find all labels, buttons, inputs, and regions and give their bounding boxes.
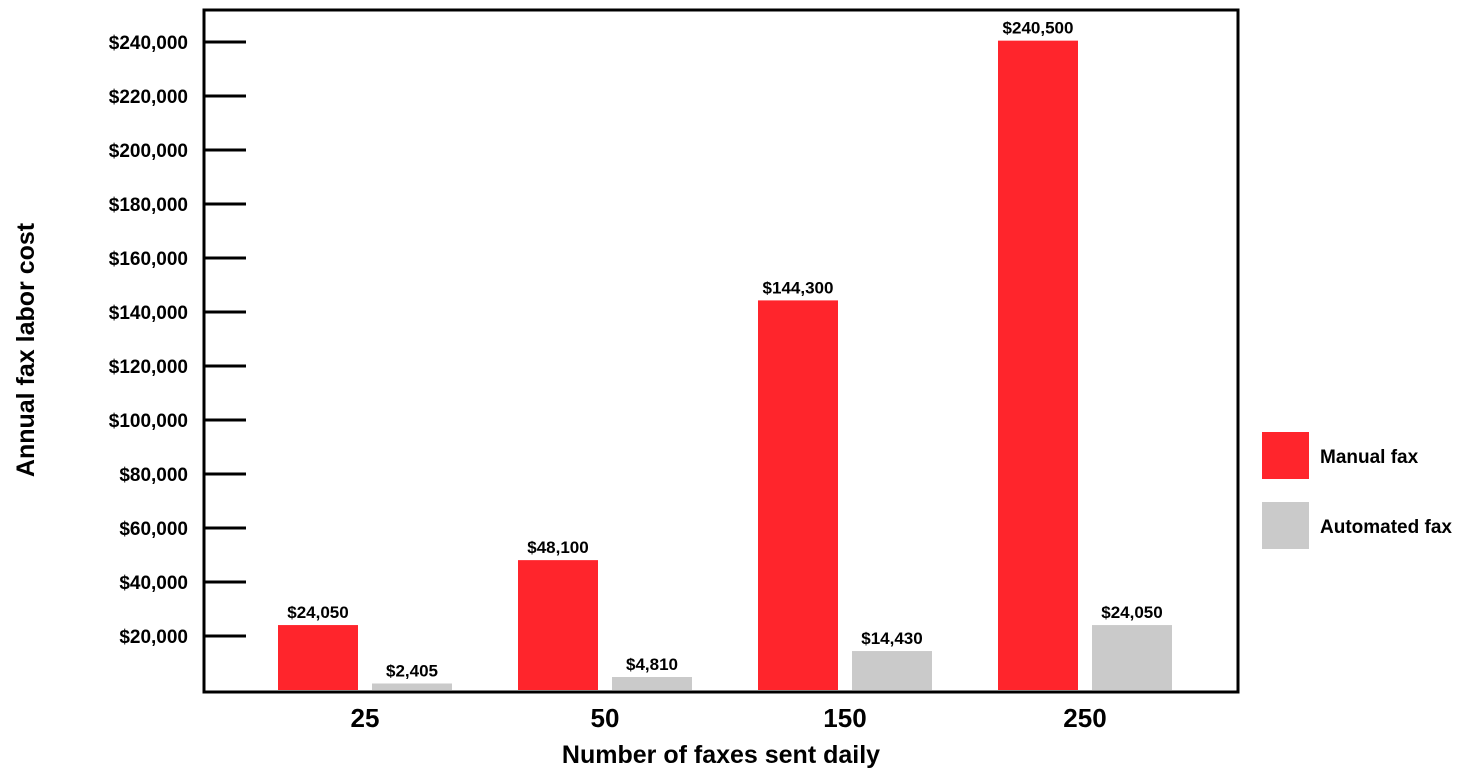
y-tick-label: $200,000 [109, 141, 188, 162]
bar-value-label: $4,810 [626, 655, 678, 674]
y-tick-label: $160,000 [109, 249, 188, 270]
bar-value-label: $24,050 [1101, 603, 1162, 622]
y-tick-label: $180,000 [109, 195, 188, 216]
x-axis-title: Number of faxes sent daily [562, 741, 880, 769]
y-tick-label: $80,000 [119, 465, 188, 486]
bar [518, 560, 598, 690]
x-tick-label: 250 [1063, 703, 1106, 733]
x-axis-labels: 25 50 150 250 [351, 703, 1107, 733]
bar [758, 300, 838, 690]
bar-series: $24,050 $2,405 $48,100 $4,810 $144,300 $14,43… [278, 19, 1172, 690]
bar [852, 651, 932, 690]
legend-label: Automated fax [1320, 517, 1452, 538]
bar-value-label: $2,405 [386, 662, 438, 681]
plot-frame [202, 8, 1240, 694]
legend-label: Manual fax [1320, 447, 1419, 468]
bar [278, 625, 358, 690]
x-tick-label: 50 [591, 703, 620, 733]
y-axis-title: Annual fax labor cost [12, 222, 40, 477]
legend-swatch [1262, 432, 1309, 479]
x-tick-label: 25 [351, 703, 380, 733]
x-tick-label: 150 [823, 703, 866, 733]
y-tick-label: $240,000 [109, 33, 188, 54]
bar [998, 40, 1078, 690]
bar-value-label: $240,500 [1003, 19, 1074, 38]
y-tick-label: $100,000 [109, 411, 188, 432]
bar-value-label: $24,050 [287, 603, 348, 622]
y-tick-label: $20,000 [119, 627, 188, 648]
bar [372, 683, 452, 690]
y-axis-ticks: $20,000 $40,000 $60,000 $80,000 $100,000 $120… [109, 33, 246, 648]
bar-value-label: $48,100 [527, 538, 588, 557]
y-tick-label: $120,000 [109, 357, 188, 378]
bar [1092, 625, 1172, 690]
bar [612, 677, 692, 690]
y-tick-label: $60,000 [119, 519, 188, 540]
y-tick-label: $140,000 [109, 303, 188, 324]
legend-swatch [1262, 502, 1309, 549]
bar-value-label: $144,300 [763, 278, 834, 297]
y-tick-label: $220,000 [109, 87, 188, 108]
y-tick-label: $40,000 [119, 573, 188, 594]
legend: Manual fax Automated fax [1262, 432, 1452, 549]
bar-value-label: $14,430 [861, 629, 922, 648]
